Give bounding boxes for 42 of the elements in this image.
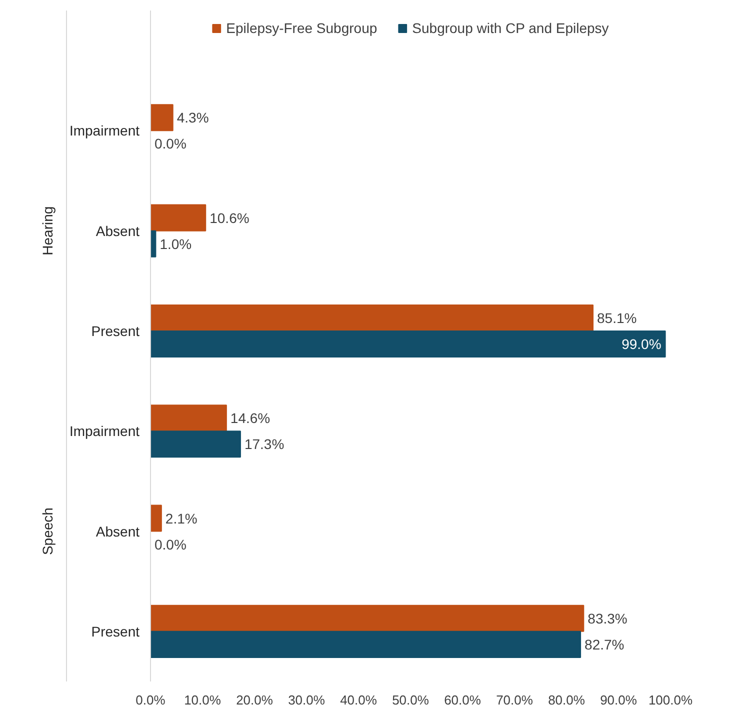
data-label: 17.3% [244,436,284,452]
y-tick-label: Impairment [69,423,140,440]
x-tick-label: 90.0% [600,692,638,708]
bar [150,304,594,332]
x-tick-label: 60.0% [444,692,482,708]
data-label: 99.0% [622,336,662,352]
x-tick-label: 0.0% [136,692,166,708]
bar [150,430,241,458]
data-label: 14.6% [230,410,270,426]
data-label: 83.3% [588,610,628,626]
x-tick-label: 30.0% [288,692,326,708]
y-tick-label: Present [91,322,140,339]
bar [150,504,162,532]
data-label: 0.0% [154,136,186,152]
x-tick-label: 100.0% [648,692,693,708]
x-tick-label: 10.0% [184,692,222,708]
data-label: 2.1% [165,510,198,526]
text: Hearing [40,206,56,256]
bar [150,630,582,658]
data-label: 0.0% [154,536,186,552]
bar [150,104,174,132]
x-tick-label: 80.0% [548,692,586,708]
bar [150,204,206,232]
bar [150,330,666,358]
y-tick-label: Absent [96,523,140,540]
data-label: 85.1% [597,310,637,326]
data-label: 4.3% [176,110,209,126]
legend-label: Epilepsy-Free Subgroup [226,20,378,36]
text: Speech [40,508,56,556]
y-tick-label: Absent [96,222,140,239]
bar [150,604,584,632]
data-label: 10.6% [210,210,250,226]
data-label: 82.7% [584,636,624,652]
legend-label: Subgroup with CP and Epilepsy [412,20,609,36]
y-tick-label: Present [91,623,140,640]
x-tick-label: 70.0% [496,692,534,708]
data-label: 1.0% [160,236,192,252]
x-tick-label: 40.0% [340,692,378,708]
x-tick-label: 50.0% [392,692,430,708]
y-tick-label: Impairment [69,122,140,139]
x-tick-label: 20.0% [236,692,274,708]
bar [150,404,227,432]
